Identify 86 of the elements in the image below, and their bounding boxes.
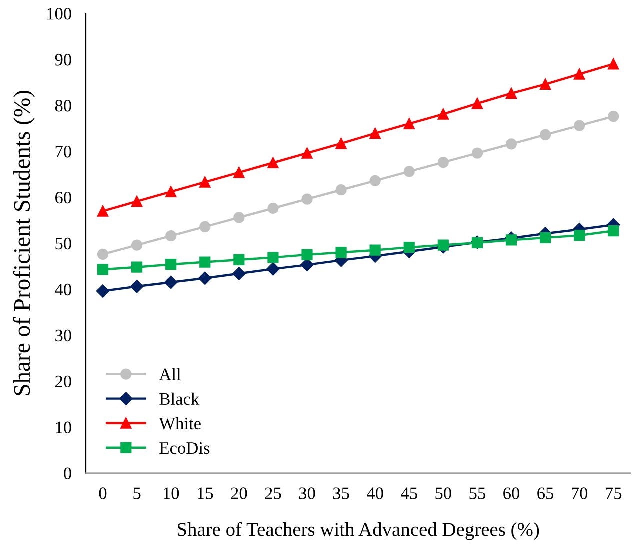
point [132, 262, 143, 273]
legend-label: White [159, 417, 201, 430]
y-tick-label: 70 [56, 146, 72, 158]
point [164, 276, 178, 290]
y-tick-label: 60 [55, 192, 72, 204]
point [166, 259, 177, 270]
point [266, 262, 280, 276]
point [540, 78, 552, 90]
point [574, 230, 586, 242]
y-tick-label: 100 [48, 8, 72, 20]
point [232, 267, 246, 280]
legend-label: Black [160, 392, 200, 406]
point [540, 232, 552, 244]
x-tick-label: 55 [470, 488, 486, 500]
point [336, 247, 347, 258]
x-tick-label: 5 [134, 488, 141, 500]
point [200, 221, 211, 232]
x-tick-label: 70 [572, 488, 588, 500]
point [200, 256, 211, 268]
x-tick-label: 50 [436, 488, 452, 500]
y-tick-label: 80 [55, 100, 72, 112]
point [268, 157, 279, 169]
point [506, 234, 518, 246]
point [472, 98, 484, 110]
point [404, 242, 415, 254]
point [132, 196, 143, 208]
point [438, 108, 449, 120]
point [608, 111, 620, 122]
point [96, 284, 110, 298]
point [268, 202, 279, 214]
point [302, 148, 313, 159]
point [404, 118, 415, 130]
point [472, 148, 484, 159]
x-tick-label: 45 [401, 488, 418, 500]
point [608, 58, 620, 70]
y-tick-label: 90 [55, 54, 72, 66]
point [574, 68, 586, 80]
x-tick-label: 35 [333, 488, 350, 500]
x-tick-label: 25 [265, 488, 282, 500]
point [97, 248, 109, 260]
x-tick-label: 75 [606, 488, 622, 500]
point [608, 225, 620, 237]
y-tick-label: 50 [56, 238, 72, 250]
y-tick-label: 10 [56, 422, 72, 434]
x-tick-label: 20 [231, 488, 248, 500]
x-tick-label: 10 [164, 488, 180, 500]
x-tick-label: 30 [299, 488, 316, 500]
point [438, 156, 449, 168]
point [132, 240, 143, 251]
legend-label: EcoDis [160, 442, 210, 454]
point [506, 138, 518, 150]
point [234, 254, 245, 266]
legend-label: All [159, 368, 181, 380]
point [268, 252, 279, 264]
point [234, 167, 245, 178]
x-tick-label: 40 [366, 488, 384, 500]
point [234, 212, 245, 224]
point [302, 249, 313, 260]
point [370, 128, 381, 140]
point [166, 186, 177, 198]
point [336, 184, 347, 196]
point [336, 138, 347, 150]
point [302, 194, 313, 205]
x-tick-label: 65 [538, 488, 554, 500]
y-tick-label: 0 [64, 468, 72, 480]
point [198, 272, 212, 285]
y-tick-label: 40 [55, 284, 72, 296]
x-axis-title: Share of Teachers with Advanced Degrees (%) [178, 522, 540, 540]
point [166, 230, 177, 242]
y-axis-title: Share of Proficient Students (%) [13, 91, 35, 396]
y-tick-label: 20 [56, 376, 72, 388]
x-tick-label: 0 [99, 488, 107, 500]
point [370, 175, 381, 186]
point [540, 129, 552, 141]
point [97, 206, 109, 217]
x-tick-label: 15 [198, 488, 214, 500]
point [574, 120, 586, 132]
x-tick-label: 60 [504, 488, 520, 500]
y-tick-label: 30 [56, 330, 72, 342]
point [370, 244, 381, 256]
point [200, 176, 211, 188]
point [130, 280, 144, 294]
point [438, 240, 449, 251]
point [404, 166, 415, 178]
point [506, 88, 518, 100]
point [97, 264, 109, 276]
